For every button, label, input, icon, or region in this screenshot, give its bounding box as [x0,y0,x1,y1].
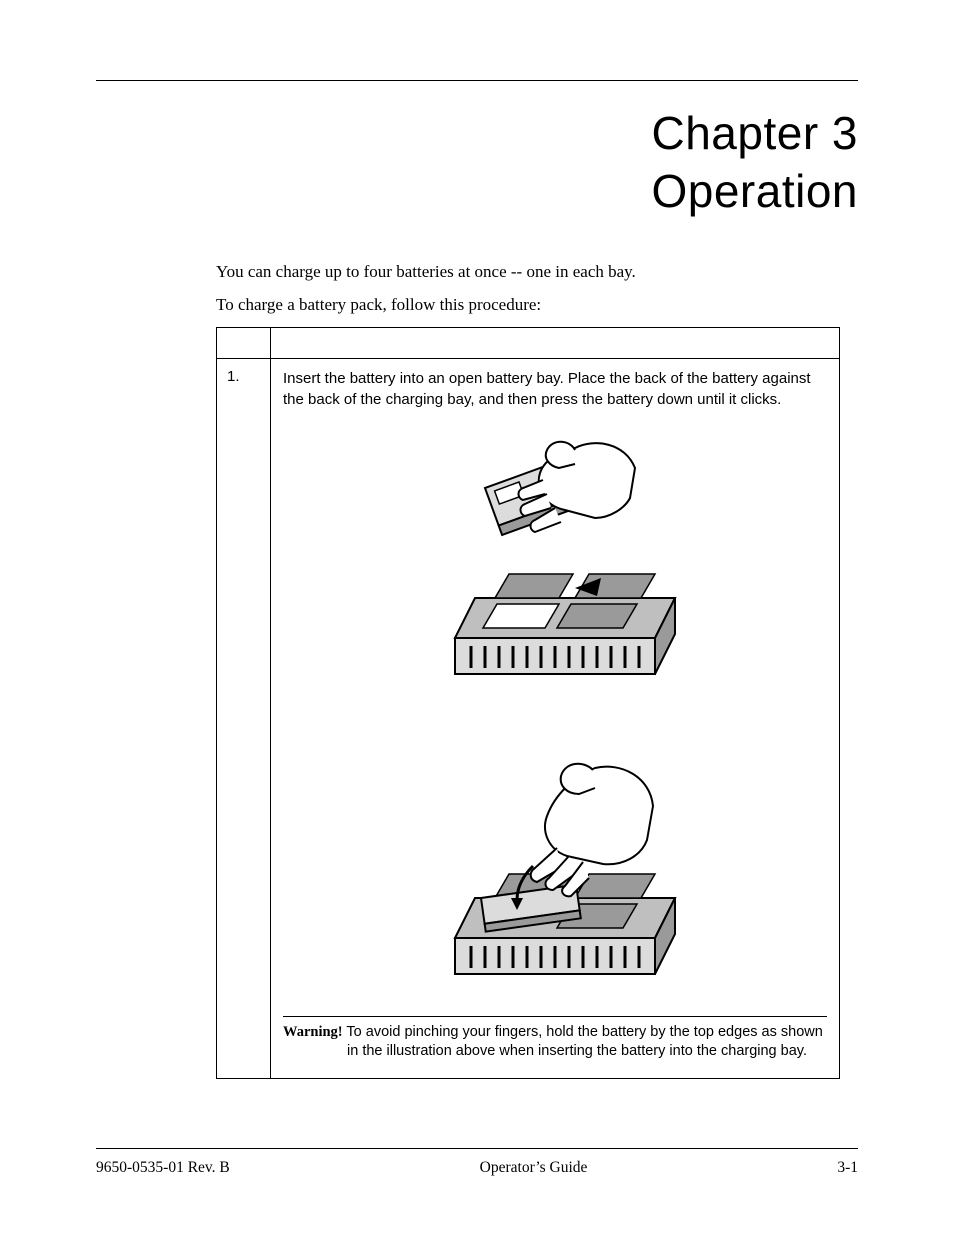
table-header-row [217,328,840,359]
footer-rule [96,1148,858,1149]
page-footer: 9650-0535-01 Rev. B Operator’s Guide 3-1 [96,1148,858,1177]
chapter-name: Operation [96,163,858,221]
step-number-cell: 1. [217,359,271,1079]
chapter-number: Chapter 3 [96,105,858,163]
warning-block: Warning! To avoid pinching your fingers,… [283,1016,827,1061]
footer-left: 9650-0535-01 Rev. B [96,1159,230,1177]
warning-label: Warning! [283,1024,343,1040]
figure-press-battery [425,748,685,988]
page: Chapter 3 Operation You can charge up to… [96,80,858,1175]
footer-center: Operator’s Guide [230,1159,838,1177]
warning-text-line1: To avoid pinching your fingers, hold the… [346,1024,822,1040]
header-cell-step [217,328,271,359]
step-number: 1. [227,368,240,385]
intro-p2: To charge a battery pack, follow this pr… [216,293,858,318]
intro-text: You can charge up to four batteries at o… [216,260,858,317]
step-body-cell: Insert the battery into an open battery … [271,359,840,1079]
footer-right: 3-1 [837,1159,858,1177]
chapter-title: Chapter 3 Operation [96,105,858,220]
warning-text-line2: in the illustration above when inserting… [283,1042,827,1061]
header-cell-body [271,328,840,359]
table-row: 1. Insert the battery into an open batte… [217,359,840,1079]
figures-wrapper [283,428,827,988]
procedure-table: 1. Insert the battery into an open batte… [216,327,840,1079]
figure-insert-battery [425,428,685,688]
top-rule [96,80,858,81]
step-text: Insert the battery into an open battery … [283,369,827,410]
intro-p1: You can charge up to four batteries at o… [216,260,858,285]
